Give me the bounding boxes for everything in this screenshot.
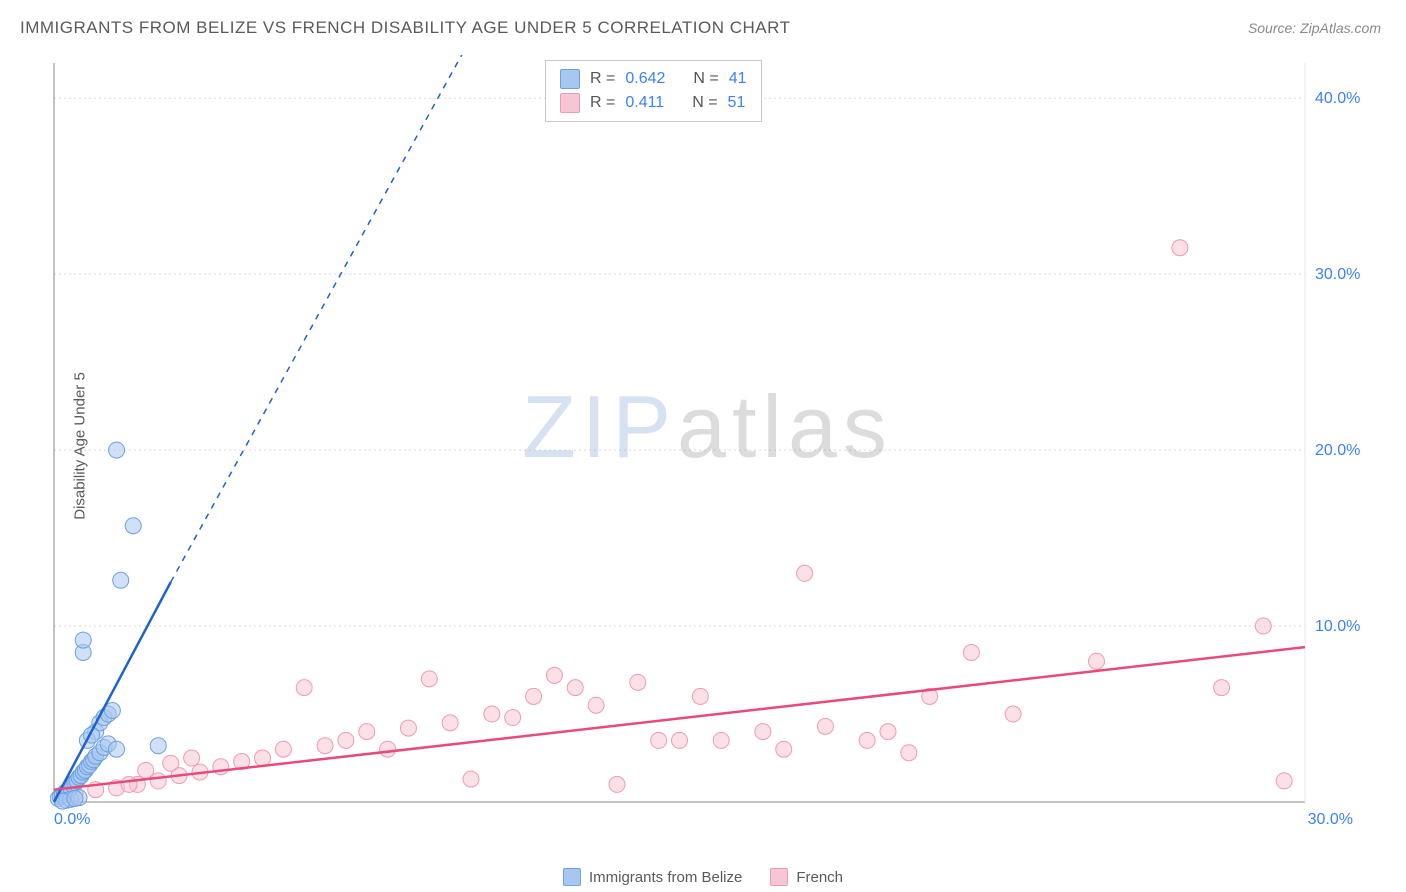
data-point-french — [296, 680, 312, 696]
data-point-french — [184, 750, 200, 766]
corr-n-value: 51 — [728, 91, 746, 115]
y-tick-label: 20.0% — [1315, 442, 1360, 459]
data-point-belize — [113, 572, 129, 588]
correlation-box: R = 0.642 N = 41 R = 0.411 N = 51 — [545, 60, 762, 122]
data-point-french — [275, 741, 291, 757]
corr-swatch-belize — [560, 69, 580, 89]
legend-label-french: French — [796, 869, 843, 886]
x-tick-label: 30.0% — [1308, 811, 1353, 828]
legend-swatch-french — [770, 868, 788, 886]
corr-row-belize: R = 0.642 N = 41 — [560, 67, 747, 91]
corr-r-value: 0.411 — [625, 91, 664, 115]
data-point-french — [692, 688, 708, 704]
data-point-french — [400, 720, 416, 736]
data-point-french — [1214, 680, 1230, 696]
chart-title: IMMIGRANTS FROM BELIZE VS FRENCH DISABIL… — [20, 18, 790, 38]
corr-row-french: R = 0.411 N = 51 — [560, 91, 747, 115]
data-point-french — [359, 724, 375, 740]
x-tick-label: 0.0% — [54, 811, 90, 828]
scatter-svg: 10.0% 20.0% 30.0% 40.0% 0.0% 30.0% — [50, 55, 1365, 830]
data-point-french — [338, 732, 354, 748]
data-point-french — [755, 724, 771, 740]
data-point-french — [421, 671, 437, 687]
data-point-french — [880, 724, 896, 740]
data-point-french — [1255, 618, 1271, 634]
data-point-belize — [150, 738, 166, 754]
data-point-french — [630, 674, 646, 690]
legend-item-french: French — [770, 868, 843, 886]
data-point-french — [255, 750, 271, 766]
plot-area: 10.0%20.0%30.0%40.0%0.0%30.0% ZIPatlas — [50, 55, 1365, 830]
data-point-belize — [125, 518, 141, 534]
data-point-french — [150, 773, 166, 789]
corr-r-label: R = — [590, 67, 615, 91]
trend-line-french — [54, 647, 1305, 790]
data-point-french — [505, 710, 521, 726]
y-tick-label: 10.0% — [1315, 618, 1360, 635]
data-point-french — [567, 680, 583, 696]
data-point-french — [672, 732, 688, 748]
data-point-belize — [67, 790, 83, 806]
data-point-french — [463, 771, 479, 787]
corr-n-value: 41 — [729, 67, 747, 91]
corr-n-label: N = — [693, 67, 718, 91]
data-point-french — [963, 644, 979, 660]
data-point-french — [317, 738, 333, 754]
y-axis-label: Disability Age Under 5 — [71, 372, 88, 520]
data-point-french — [797, 565, 813, 581]
data-point-french — [442, 715, 458, 731]
y-tick-label: 30.0% — [1315, 266, 1360, 283]
data-point-french — [817, 718, 833, 734]
corr-swatch-french — [560, 93, 580, 113]
legend-item-belize: Immigrants from Belize — [563, 868, 742, 886]
data-point-french — [1276, 773, 1292, 789]
corr-r-label: R = — [590, 91, 615, 115]
corr-n-label: N = — [692, 91, 717, 115]
data-point-belize — [109, 741, 125, 757]
data-point-french — [859, 732, 875, 748]
data-point-belize — [75, 632, 91, 648]
data-point-belize — [109, 442, 125, 458]
data-point-french — [526, 688, 542, 704]
bottom-legend: Immigrants from Belize French — [563, 868, 843, 886]
data-point-french — [1089, 653, 1105, 669]
data-point-french — [138, 762, 154, 778]
data-point-french — [609, 776, 625, 792]
data-point-french — [121, 776, 137, 792]
chart-container: IMMIGRANTS FROM BELIZE VS FRENCH DISABIL… — [0, 0, 1406, 892]
source-label: Source: ZipAtlas.com — [1248, 20, 1381, 36]
data-point-french — [380, 741, 396, 757]
data-point-french — [1172, 240, 1188, 256]
data-point-french — [901, 745, 917, 761]
y-tick-label: 40.0% — [1315, 90, 1360, 107]
legend-swatch-belize — [563, 868, 581, 886]
data-point-french — [484, 706, 500, 722]
data-point-french — [776, 741, 792, 757]
legend-label-belize: Immigrants from Belize — [589, 869, 742, 886]
data-point-french — [163, 755, 179, 771]
data-point-french — [713, 732, 729, 748]
data-point-french — [588, 697, 604, 713]
data-point-french — [651, 732, 667, 748]
trend-line-dash-belize — [171, 55, 555, 582]
corr-r-value: 0.642 — [625, 67, 665, 91]
data-point-french — [1005, 706, 1021, 722]
data-point-french — [546, 667, 562, 683]
